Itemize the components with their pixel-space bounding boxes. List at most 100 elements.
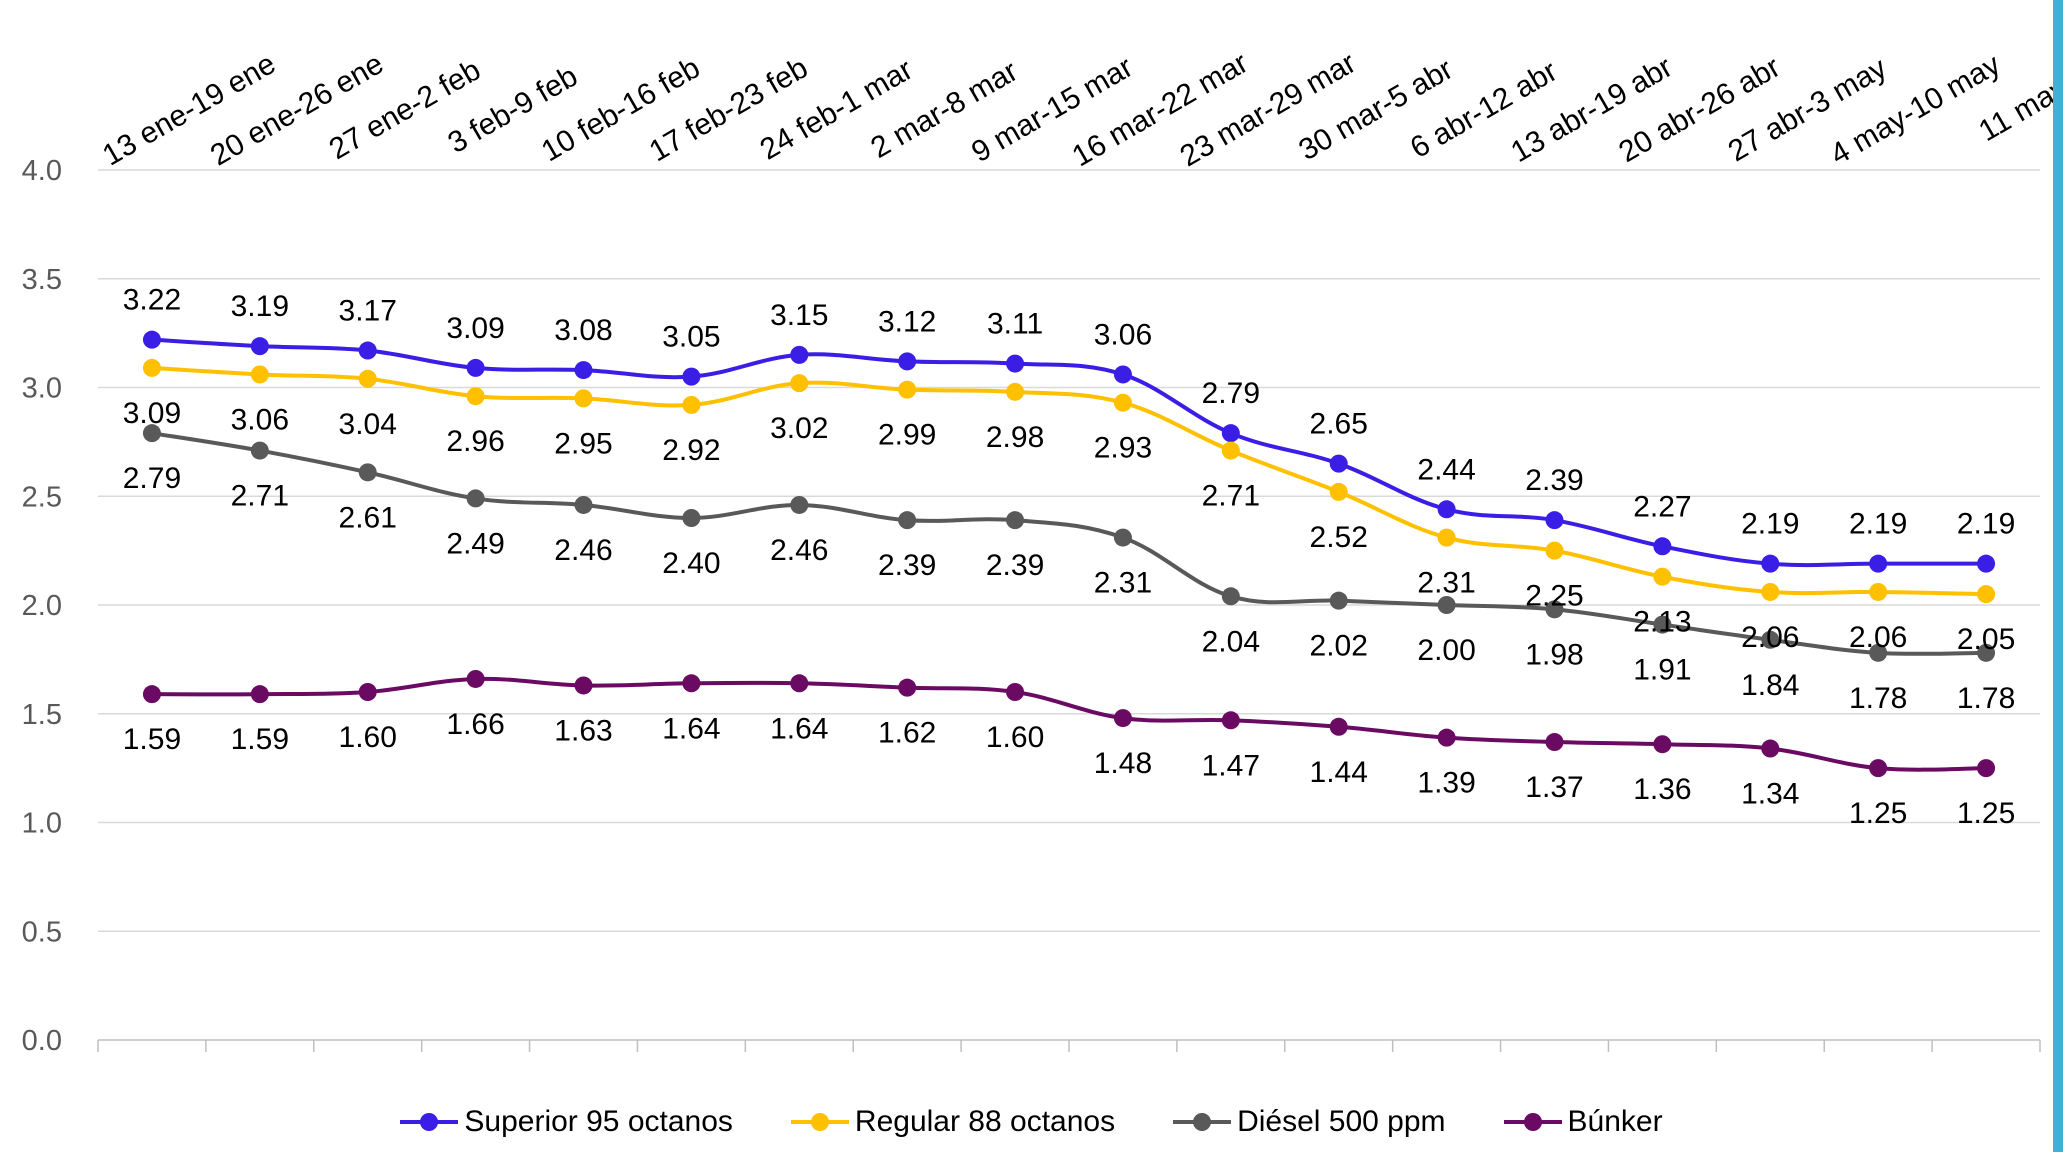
data-point	[1653, 567, 1672, 586]
data-labels: 3.22 3.19 3.17 3.09 3.08 3.05 3.15 3.12 3.11 3.06…	[123, 284, 2016, 830]
data-point	[682, 395, 701, 414]
data-label: 2.27	[1633, 490, 1691, 523]
data-label: 3.06	[1094, 318, 1152, 351]
data-point	[466, 669, 485, 688]
data-point	[1653, 735, 1672, 754]
data-label: 2.40	[662, 547, 720, 580]
y-tick-label: 2.0	[22, 590, 62, 622]
data-point	[1437, 500, 1456, 519]
data-label: 2.46	[554, 534, 612, 567]
data-point	[1006, 354, 1025, 373]
data-point	[466, 387, 485, 406]
legend-label: Búnker	[1567, 1105, 1663, 1138]
data-label: 3.19	[231, 290, 289, 323]
data-label: 2.13	[1633, 606, 1691, 639]
data-point	[1869, 643, 1888, 662]
data-point	[790, 345, 809, 364]
data-point	[898, 352, 917, 371]
data-point	[1221, 441, 1240, 460]
data-label: 3.05	[662, 321, 720, 354]
data-label: 2.52	[1310, 521, 1368, 554]
data-point	[1653, 615, 1672, 634]
data-label: 2.96	[446, 425, 504, 458]
legend-label: Diésel 500 ppm	[1237, 1105, 1446, 1138]
data-point	[142, 330, 161, 349]
data-label: 1.34	[1741, 778, 1799, 811]
data-point	[682, 674, 701, 693]
data-point	[574, 389, 593, 408]
data-label: 3.22	[123, 284, 181, 317]
legend-swatch-diesel	[1173, 1111, 1232, 1133]
data-label: 2.49	[446, 527, 504, 560]
data-label: 1.59	[231, 723, 289, 756]
data-point	[466, 358, 485, 377]
series-line	[151, 431, 1987, 656]
data-label: 2.19	[1849, 508, 1907, 541]
data-label: 2.05	[1957, 623, 2015, 656]
data-label: 2.71	[231, 480, 289, 513]
legend-item-superior: Superior 95 octanos	[400, 1105, 733, 1139]
data-point	[250, 365, 269, 384]
slide-edge-decoration	[2053, 0, 2063, 1152]
data-label: 1.78	[1849, 682, 1907, 715]
data-point	[250, 441, 269, 460]
y-tick-label: 1.5	[22, 699, 62, 731]
data-label: 1.60	[986, 721, 1044, 754]
data-point	[1869, 582, 1888, 601]
data-point	[1761, 630, 1780, 649]
data-point	[1329, 454, 1348, 473]
legend-item-bunker: Búnker	[1503, 1105, 1663, 1139]
data-label: 2.00	[1417, 634, 1475, 667]
data-point	[250, 685, 269, 704]
data-point	[790, 374, 809, 393]
legend-marker	[1193, 1113, 1212, 1131]
data-point	[574, 495, 593, 514]
data-point	[1869, 554, 1888, 573]
data-label: 2.39	[878, 549, 936, 582]
data-label: 1.78	[1957, 682, 2015, 715]
data-point	[1221, 424, 1240, 443]
data-point	[898, 511, 917, 530]
data-point	[142, 685, 161, 704]
legend-swatch-superior	[400, 1111, 459, 1133]
data-point	[1545, 541, 1564, 560]
data-label: 3.02	[770, 412, 828, 445]
data-label: 2.61	[339, 501, 397, 534]
data-point	[1329, 717, 1348, 736]
data-point	[682, 367, 701, 386]
data-point	[1653, 537, 1672, 556]
data-point	[1006, 683, 1025, 701]
data-label: 2.71	[1202, 480, 1260, 513]
data-label: 2.19	[1741, 508, 1799, 541]
data-point	[358, 683, 377, 701]
data-point	[1221, 711, 1240, 730]
data-point	[466, 489, 485, 508]
data-label: 2.06	[1849, 621, 1907, 654]
data-label: 2.04	[1202, 625, 1260, 658]
data-point	[898, 678, 917, 697]
data-label: 1.66	[446, 708, 504, 741]
data-label: 3.17	[339, 295, 397, 328]
data-point	[250, 337, 269, 356]
legend-marker	[1523, 1113, 1542, 1131]
data-label: 2.65	[1310, 408, 1368, 441]
series-line	[151, 365, 1987, 597]
data-label: 3.12	[878, 305, 936, 338]
series-lines	[142, 330, 1996, 778]
data-label: 1.98	[1525, 638, 1583, 671]
data-label: 1.63	[554, 714, 612, 747]
data-label: 1.25	[1957, 797, 2015, 830]
data-point	[1437, 728, 1456, 747]
data-label: 2.93	[1094, 432, 1152, 465]
data-label: 1.47	[1202, 749, 1260, 782]
data-point	[1761, 554, 1780, 573]
data-point	[1113, 528, 1132, 547]
data-point	[1977, 759, 1996, 778]
data-label: 1.37	[1525, 771, 1583, 804]
data-label: 2.31	[1417, 567, 1475, 600]
data-label: 1.48	[1094, 747, 1152, 780]
data-point	[1545, 600, 1564, 619]
data-point	[142, 424, 161, 443]
